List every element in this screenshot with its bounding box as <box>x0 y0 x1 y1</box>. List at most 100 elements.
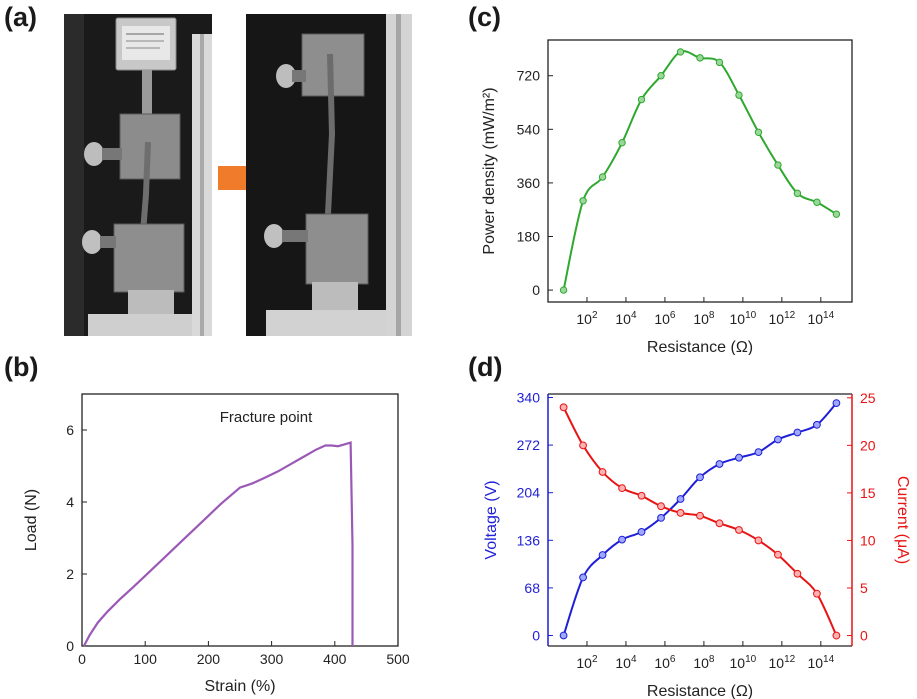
x-tick-label: 1012 <box>768 310 795 327</box>
voltage-point <box>657 514 665 522</box>
panel-label-a: (a) <box>4 2 37 32</box>
x-axis-label: Resistance (Ω) <box>647 339 753 355</box>
tensile-machine-drawing-before <box>64 14 212 336</box>
y-tick-label: 4 <box>66 494 74 510</box>
current-point <box>832 631 841 640</box>
x-tick-label: 200 <box>197 651 221 667</box>
plot-frame <box>81 393 399 647</box>
power-density-line <box>562 50 837 291</box>
x-tick-label: 1014 <box>807 654 834 671</box>
panel-label-c: (c) <box>468 2 501 32</box>
x-tick-label: 100 <box>134 651 158 667</box>
y-axis-label: Power density (mW/m²) <box>481 87 498 254</box>
power-density-point <box>735 91 743 99</box>
tensile-photo-after <box>246 14 412 336</box>
power-density-chart: 102 104 106 108 1010 1012 1014 0 180 360 540 720 Res… <box>481 39 853 355</box>
current-point <box>735 526 743 534</box>
y-tick-label: 180 <box>517 229 541 245</box>
current-point <box>774 550 782 559</box>
tensile-machine-drawing-after <box>246 14 412 336</box>
voltage-point <box>559 631 568 640</box>
x-tick-label: 400 <box>323 651 347 667</box>
y-right-tick-label: 0 <box>860 628 868 644</box>
tensile-photo-before <box>64 14 212 336</box>
x-tick-label: 108 <box>693 654 715 671</box>
y-right-axis-label: Current (μA) <box>894 476 910 564</box>
voltage-point <box>676 495 685 503</box>
y-left-tick-label: 68 <box>524 580 540 596</box>
power-density-point <box>618 139 626 147</box>
voltage-point <box>774 435 782 444</box>
voltage-point <box>637 528 646 536</box>
power-density-point <box>637 95 646 104</box>
y-tick-label: 6 <box>66 422 74 438</box>
power-density-point <box>696 54 704 62</box>
y-tick-label: 0 <box>532 282 540 298</box>
y-tick-label: 2 <box>66 566 74 582</box>
current-point <box>618 484 626 493</box>
current-point <box>696 511 704 520</box>
x-tick-label: 104 <box>615 310 637 327</box>
current-point <box>676 508 685 517</box>
current-point <box>559 403 568 412</box>
panel-label-d: (d) <box>468 352 503 382</box>
voltage-point <box>813 420 821 429</box>
current-point <box>715 519 724 528</box>
power-density-point <box>793 189 802 198</box>
x-tick-label: 500 <box>386 651 410 667</box>
x-tick-label: 0 <box>78 651 86 667</box>
y-axis-label: Load (N) <box>23 489 40 551</box>
x-tick-label: 108 <box>693 310 715 327</box>
current-point <box>793 569 802 578</box>
y-left-tick-label: 272 <box>517 437 541 453</box>
y-tick-label: 360 <box>517 175 541 191</box>
y-tick-label: 720 <box>517 68 541 84</box>
voltage-point <box>598 551 607 559</box>
current-point <box>637 491 646 500</box>
y-left-tick-label: 0 <box>532 628 540 644</box>
power-density-point <box>579 197 587 205</box>
power-density-point <box>657 72 665 80</box>
y-left-tick-label: 340 <box>517 390 541 406</box>
voltage-point <box>579 573 587 582</box>
y-left-tick-label: 136 <box>517 532 541 548</box>
x-tick-label: 104 <box>615 654 637 671</box>
load-strain-line <box>82 441 354 647</box>
y-right-tick-label: 25 <box>860 390 876 406</box>
power-density-point <box>715 58 724 67</box>
voltage-point <box>793 428 802 437</box>
current-point <box>657 502 665 511</box>
y-tick-label: 0 <box>66 638 74 654</box>
plot-frame <box>547 39 853 303</box>
power-density-point <box>832 210 841 218</box>
power-density-point <box>754 128 763 136</box>
y-tick-label: 540 <box>517 121 541 137</box>
voltage-point <box>735 453 743 462</box>
x-tick-label: 1012 <box>768 654 795 671</box>
current-point <box>813 589 821 598</box>
current-point <box>598 468 607 476</box>
current-point <box>579 441 587 450</box>
x-tick-label: 300 <box>260 651 284 667</box>
x-tick-label: 1014 <box>807 310 834 327</box>
power-density-point <box>559 286 568 294</box>
load-strain-chart: 0 100 200 300 400 500 0 2 4 6 Strain (%) Load (N) Fr… <box>23 393 410 695</box>
power-density-point <box>813 198 821 206</box>
panel-label-b: (b) <box>4 352 39 382</box>
voltage-current-chart: 102 104 106 108 1010 1012 1014 0 68 136 204 272 340 0… <box>483 390 910 699</box>
x-tick-label: 106 <box>654 310 676 327</box>
y-left-tick-label: 204 <box>517 485 541 501</box>
y-right-tick-label: 15 <box>860 485 876 501</box>
x-tick-label: 1010 <box>730 310 757 327</box>
current-line <box>562 406 838 636</box>
x-tick-label: 102 <box>576 310 598 327</box>
power-density-point <box>598 173 607 181</box>
x-tick-label: 106 <box>654 654 676 671</box>
voltage-point <box>754 448 763 456</box>
y-right-tick-label: 5 <box>860 580 868 596</box>
voltage-point <box>715 460 724 468</box>
power-density-point <box>774 161 782 169</box>
x-tick-label: 102 <box>576 654 598 671</box>
voltage-point <box>832 399 841 407</box>
x-tick-label: 1010 <box>730 654 757 671</box>
